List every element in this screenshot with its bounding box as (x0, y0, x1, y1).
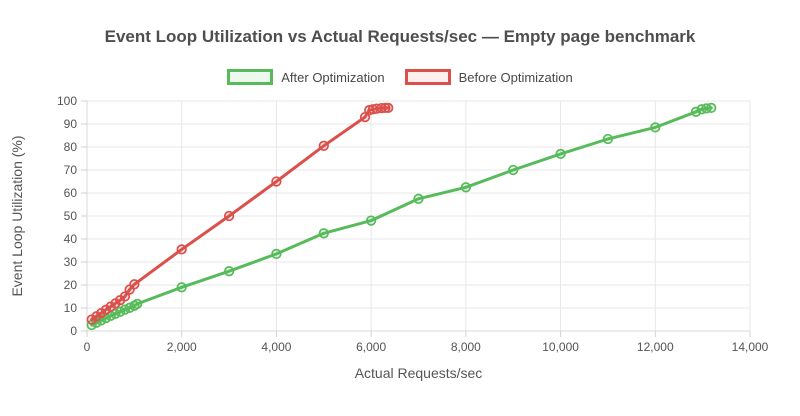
data-point-after-optimization (508, 164, 519, 176)
svg-text:60: 60 (64, 186, 78, 200)
svg-text:90: 90 (64, 117, 78, 131)
grid (86, 100, 751, 332)
svg-text:10,000: 10,000 (542, 340, 579, 354)
chart-plot-area: 0 2,000 4,000 6,000 8,000 10,000 12,000 14,0000… (9, 94, 769, 381)
svg-text:12,000: 12,000 (637, 340, 674, 354)
data-point-after-optimization (318, 228, 329, 239)
data-point-after-optimization (602, 133, 614, 145)
data-point-after-optimization (132, 298, 143, 310)
svg-text:2,000: 2,000 (167, 340, 197, 354)
chart-title: Event Loop Utilization vs Actual Request… (104, 27, 696, 46)
legend-swatch-after-icon (227, 69, 274, 85)
data-point-before-optimization (318, 140, 329, 151)
data-point-before-optimization (383, 102, 394, 114)
data-point-after-optimization (365, 215, 377, 226)
data-point-after-optimization (650, 122, 661, 133)
svg-text:0: 0 (70, 324, 77, 338)
legend-swatch-before-icon (404, 69, 451, 85)
data-point-after-optimization (413, 193, 424, 204)
legend-item-after-optimization[interactable]: After Optimization (227, 69, 385, 85)
legend-label-after: After Optimization (281, 69, 385, 85)
data-point-after-optimization (176, 282, 187, 293)
svg-text:100: 100 (57, 94, 77, 108)
data-point-before-optimization (129, 279, 140, 290)
series-before-optimization (86, 102, 394, 325)
svg-text:6,000: 6,000 (356, 340, 386, 354)
svg-text:0: 0 (84, 340, 91, 354)
axes (81, 100, 751, 337)
data-point-after-optimization (223, 266, 235, 277)
svg-text:30: 30 (64, 255, 78, 269)
data-point-after-optimization (271, 248, 282, 260)
svg-text:70: 70 (64, 163, 78, 177)
chart-legend: After Optimization Before Optimization (0, 68, 800, 86)
legend-item-before-optimization[interactable]: Before Optimization (404, 69, 573, 85)
data-point-after-optimization (460, 182, 472, 193)
svg-text:40: 40 (64, 232, 78, 246)
data-point-after-optimization (706, 102, 717, 114)
data-point-before-optimization (119, 291, 131, 302)
svg-text:10: 10 (64, 301, 78, 315)
data-point-before-optimization (176, 244, 187, 255)
x-axis-tick-labels: 0 2,000 4,000 6,000 8,000 10,000 12,000 14,000 (84, 340, 769, 354)
svg-text:80: 80 (64, 140, 78, 154)
y-axis-tick-labels: 0 10 20 30 40 50 60 70 80 90 100 (57, 94, 77, 338)
svg-text:14,000: 14,000 (732, 340, 769, 354)
data-point-before-optimization (223, 210, 235, 222)
svg-text:50: 50 (64, 209, 78, 223)
data-point-after-optimization (555, 148, 566, 160)
x-axis-title: Actual Requests/sec (355, 365, 483, 381)
y-axis-title: Event Loop Utilization (%) (9, 135, 25, 296)
svg-text:8,000: 8,000 (451, 340, 481, 354)
svg-text:4,000: 4,000 (261, 340, 291, 354)
legend-label-before: Before Optimization (458, 69, 573, 85)
svg-text:20: 20 (64, 278, 78, 292)
data-point-before-optimization (271, 176, 282, 187)
